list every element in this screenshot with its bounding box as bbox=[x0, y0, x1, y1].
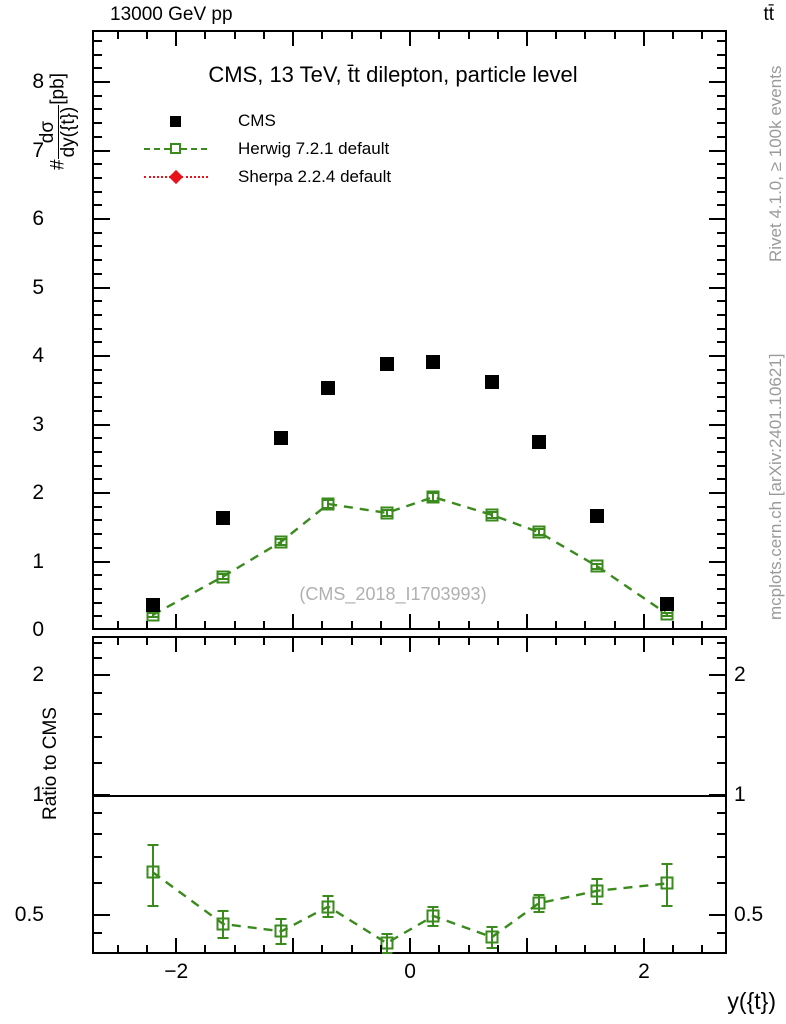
y-tick-label-main: 6 bbox=[32, 207, 44, 231]
data-point-herwig bbox=[485, 508, 499, 522]
y-tick-label-main: 2 bbox=[32, 481, 44, 504]
data-point-cms bbox=[274, 431, 289, 446]
data-point-herwig bbox=[216, 570, 230, 584]
legend-key-herwig bbox=[138, 135, 230, 163]
legend-label-sherpa: Sherpa 2.2.4 default bbox=[238, 167, 392, 186]
y-tick-label-main: 3 bbox=[32, 412, 44, 436]
x-axis-title: y({t}) bbox=[727, 988, 776, 1014]
data-point-cms bbox=[145, 598, 160, 613]
rivet-credit-text: Rivet 4.1.0, ≥ 100k events bbox=[766, 65, 785, 262]
data-point-cms bbox=[426, 355, 441, 370]
y-tick-label-main: 4 bbox=[32, 344, 44, 368]
dotted-line-icon-left bbox=[144, 176, 171, 178]
data-point-herwig bbox=[532, 525, 546, 539]
data-point-herwig bbox=[321, 497, 335, 511]
y-tick-label-main: 7 bbox=[32, 138, 44, 162]
data-point-ratio-herwig bbox=[660, 876, 674, 890]
x-tick-label: 0 bbox=[404, 960, 416, 983]
y-tick-label-main: 8 bbox=[32, 70, 44, 94]
y-tick-label-ratio-right: 2 bbox=[734, 663, 746, 686]
y-tick-label-ratio-right: 0.5 bbox=[734, 903, 764, 926]
y-tick-label-ratio: 0.5 bbox=[14, 903, 44, 926]
data-point-ratio-herwig bbox=[146, 865, 160, 879]
data-point-cms bbox=[590, 509, 605, 524]
legend-key-sherpa bbox=[138, 163, 230, 191]
data-point-herwig bbox=[274, 535, 288, 549]
data-point-ratio-herwig bbox=[274, 924, 288, 938]
header-right-label: tt̄ bbox=[763, 4, 774, 25]
dashed-line-icon-left bbox=[144, 148, 170, 150]
data-point-ratio-herwig bbox=[590, 884, 604, 898]
data-point-ratio-herwig bbox=[532, 896, 546, 910]
analysis-watermark: (CMS_2018_I1703993) bbox=[299, 584, 487, 604]
legend-key-cms bbox=[138, 107, 230, 135]
data-point-herwig bbox=[380, 506, 394, 520]
open-square-icon bbox=[170, 143, 181, 154]
data-point-cms bbox=[379, 357, 394, 372]
header-left-label: 13000 GeV pp bbox=[110, 4, 233, 25]
y-axis-denominator: dy({t}) bbox=[57, 106, 79, 158]
dashed-line-icon-right bbox=[181, 148, 207, 150]
data-point-ratio-herwig bbox=[380, 936, 394, 950]
y-tick-label-main: 0 bbox=[32, 618, 44, 641]
plot-title: CMS, 13 TeV, t̄t dilepton, particle leve… bbox=[208, 62, 578, 87]
data-point-ratio-herwig bbox=[426, 909, 440, 923]
diamond-icon bbox=[168, 169, 184, 185]
data-point-herwig bbox=[426, 490, 440, 504]
data-point-ratio-herwig bbox=[485, 930, 499, 944]
y-tick-label-main: 5 bbox=[32, 275, 44, 299]
y-tick-label-ratio-right: 1 bbox=[734, 783, 746, 806]
filled-square-icon bbox=[170, 116, 181, 127]
data-point-cms bbox=[531, 434, 546, 449]
y-tick-label-main: 1 bbox=[32, 549, 44, 573]
mcplots-credit-text: mcplots.cern.ch [arXiv:2401.10621] bbox=[766, 353, 785, 620]
y-axis-hash: # bbox=[47, 159, 69, 170]
y-axis-units: [pb] bbox=[47, 73, 69, 105]
ratio-unity-line bbox=[92, 795, 727, 797]
data-point-cms bbox=[660, 596, 675, 611]
data-point-cms bbox=[215, 511, 230, 526]
data-point-ratio-herwig bbox=[216, 917, 230, 931]
data-point-herwig bbox=[590, 559, 604, 573]
x-tick-label: 2 bbox=[638, 960, 650, 983]
y-tick-label-ratio: 2 bbox=[32, 663, 44, 686]
data-point-cms bbox=[484, 375, 499, 390]
legend-label-herwig: Herwig 7.2.1 default bbox=[238, 139, 390, 158]
x-tick-label: −2 bbox=[164, 960, 189, 983]
y-tick-label-ratio: 1 bbox=[32, 783, 44, 806]
dotted-line-icon-right bbox=[181, 176, 208, 178]
data-point-ratio-herwig bbox=[321, 900, 335, 914]
data-point-cms bbox=[321, 381, 336, 396]
legend-label-cms: CMS bbox=[238, 111, 276, 130]
